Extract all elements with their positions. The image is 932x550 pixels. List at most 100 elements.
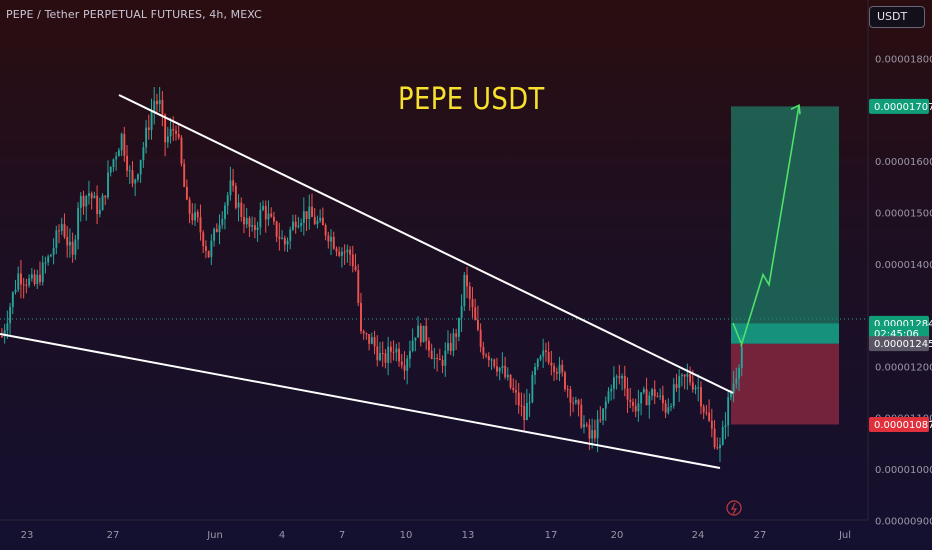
- candle[interactable]: [482, 341, 485, 359]
- candle[interactable]: [123, 126, 126, 162]
- projection-path[interactable]: [740, 105, 800, 347]
- candle[interactable]: [226, 191, 229, 215]
- candle[interactable]: [128, 165, 131, 184]
- candle[interactable]: [452, 328, 455, 357]
- candle[interactable]: [403, 351, 406, 380]
- candle[interactable]: [702, 404, 705, 420]
- candle[interactable]: [577, 398, 580, 417]
- candle[interactable]: [553, 362, 556, 381]
- candle[interactable]: [520, 392, 523, 417]
- candle[interactable]: [47, 254, 50, 266]
- candle[interactable]: [270, 207, 273, 218]
- candle[interactable]: [449, 333, 452, 356]
- candle[interactable]: [305, 211, 308, 232]
- candle[interactable]: [22, 277, 25, 299]
- candle[interactable]: [253, 217, 256, 239]
- candle[interactable]: [362, 329, 365, 340]
- candle[interactable]: [496, 357, 498, 377]
- candle[interactable]: [346, 244, 349, 263]
- candle[interactable]: [610, 384, 613, 401]
- candle[interactable]: [645, 377, 648, 406]
- candle[interactable]: [411, 328, 414, 353]
- candle[interactable]: [574, 396, 577, 405]
- candle[interactable]: [466, 266, 469, 298]
- candle[interactable]: [251, 216, 254, 232]
- candle[interactable]: [539, 354, 542, 362]
- candle[interactable]: [653, 380, 656, 405]
- candle[interactable]: [69, 228, 71, 258]
- candle[interactable]: [321, 207, 324, 226]
- candle[interactable]: [400, 353, 403, 369]
- candle[interactable]: [545, 342, 547, 362]
- candle[interactable]: [25, 278, 28, 294]
- flash-icon[interactable]: [726, 500, 742, 516]
- candle[interactable]: [107, 160, 109, 200]
- candle[interactable]: [626, 377, 629, 414]
- candle[interactable]: [180, 135, 183, 167]
- candle[interactable]: [101, 193, 104, 211]
- candle[interactable]: [490, 358, 493, 370]
- candle[interactable]: [517, 383, 520, 414]
- candle[interactable]: [245, 207, 248, 229]
- candle[interactable]: [14, 279, 17, 295]
- candle[interactable]: [142, 141, 145, 168]
- candle[interactable]: [153, 86, 156, 125]
- candle[interactable]: [512, 378, 515, 393]
- candle[interactable]: [395, 343, 398, 362]
- candle[interactable]: [85, 194, 88, 221]
- candle[interactable]: [471, 287, 474, 318]
- candle[interactable]: [294, 214, 297, 234]
- candle[interactable]: [455, 328, 458, 351]
- candle[interactable]: [689, 366, 692, 386]
- candle[interactable]: [9, 302, 12, 335]
- candle[interactable]: [218, 214, 221, 245]
- candle[interactable]: [716, 437, 719, 450]
- candle[interactable]: [387, 336, 390, 376]
- candle[interactable]: [422, 325, 425, 343]
- candle[interactable]: [664, 399, 667, 419]
- candle[interactable]: [498, 366, 501, 381]
- candle[interactable]: [365, 332, 368, 340]
- candle[interactable]: [267, 200, 270, 226]
- candle[interactable]: [561, 359, 564, 377]
- candle[interactable]: [487, 352, 490, 368]
- candle[interactable]: [30, 267, 33, 282]
- candle[interactable]: [599, 406, 602, 423]
- candle[interactable]: [308, 194, 311, 230]
- candle[interactable]: [292, 214, 294, 232]
- candle[interactable]: [232, 168, 235, 192]
- candle[interactable]: [642, 386, 645, 395]
- candle[interactable]: [281, 230, 284, 240]
- lower-trendline[interactable]: [0, 333, 721, 469]
- candle[interactable]: [316, 215, 319, 229]
- candle[interactable]: [98, 197, 101, 218]
- candle[interactable]: [705, 405, 708, 416]
- candle[interactable]: [264, 200, 267, 233]
- candle[interactable]: [558, 356, 561, 382]
- candle[interactable]: [536, 357, 539, 370]
- candle[interactable]: [351, 245, 354, 273]
- candle[interactable]: [74, 234, 77, 260]
- candle[interactable]: [109, 166, 112, 177]
- candle[interactable]: [604, 396, 607, 421]
- candle[interactable]: [319, 209, 322, 223]
- candle[interactable]: [509, 373, 512, 390]
- candle[interactable]: [419, 323, 422, 347]
- candle[interactable]: [194, 203, 197, 227]
- candle[interactable]: [444, 342, 447, 377]
- candle[interactable]: [196, 209, 199, 223]
- candle[interactable]: [88, 180, 90, 205]
- candle[interactable]: [77, 202, 80, 250]
- candle[interactable]: [623, 365, 626, 397]
- candle[interactable]: [224, 202, 226, 230]
- candle[interactable]: [6, 310, 9, 339]
- candle[interactable]: [661, 385, 664, 412]
- candle[interactable]: [145, 119, 148, 154]
- candle[interactable]: [515, 379, 517, 406]
- candle[interactable]: [1, 328, 3, 338]
- candle[interactable]: [44, 256, 47, 274]
- candle[interactable]: [202, 230, 205, 254]
- candle[interactable]: [534, 362, 537, 385]
- candle[interactable]: [49, 253, 52, 258]
- candle[interactable]: [289, 226, 292, 250]
